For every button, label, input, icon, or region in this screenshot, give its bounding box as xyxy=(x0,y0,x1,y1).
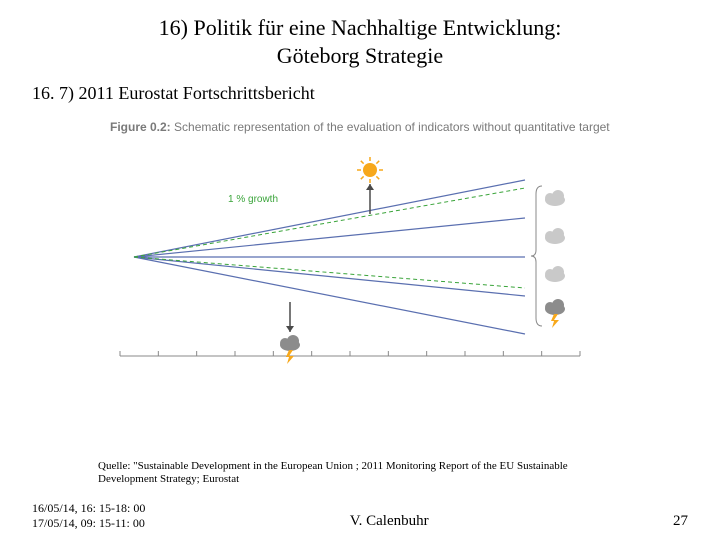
section-subhead: 16. 7) 2011 Eurostat Fortschrittsbericht xyxy=(32,83,688,104)
svg-text:1 % growth: 1 % growth xyxy=(228,194,278,205)
figure: Figure 0.2: Schematic representation of … xyxy=(110,120,630,372)
figure-caption-label: Figure 0.2: xyxy=(110,120,171,134)
slide-title: 16) Politik für eine Nachhaltige Entwick… xyxy=(32,14,688,69)
footer-dates: 16/05/14, 16: 15-18: 00 17/05/14, 09: 15… xyxy=(32,501,145,530)
footer-pagenum: 27 xyxy=(673,513,688,530)
footer-date2: 17/05/14, 09: 15-11: 00 xyxy=(32,516,145,530)
source-citation: Quelle: "Sustainable Development in the … xyxy=(98,460,618,486)
title-line1: 16) Politik für eine Nachhaltige Entwick… xyxy=(159,15,562,40)
figure-caption: Figure 0.2: Schematic representation of … xyxy=(110,120,630,136)
slide-footer: 16/05/14, 16: 15-18: 00 17/05/14, 09: 15… xyxy=(0,501,720,530)
slide: 16) Politik für eine Nachhaltige Entwick… xyxy=(0,0,720,540)
source-label: Quelle: xyxy=(98,460,130,472)
footer-author: V. Calenbuhr xyxy=(350,513,429,530)
schematic-chart: 1 % growth xyxy=(110,142,590,372)
title-line2: Göteborg Strategie xyxy=(277,43,443,68)
footer-date1: 16/05/14, 16: 15-18: 00 xyxy=(32,501,145,515)
source-text: "Sustainable Development in the European… xyxy=(98,460,568,485)
figure-caption-text: Schematic representation of the evaluati… xyxy=(174,120,610,134)
